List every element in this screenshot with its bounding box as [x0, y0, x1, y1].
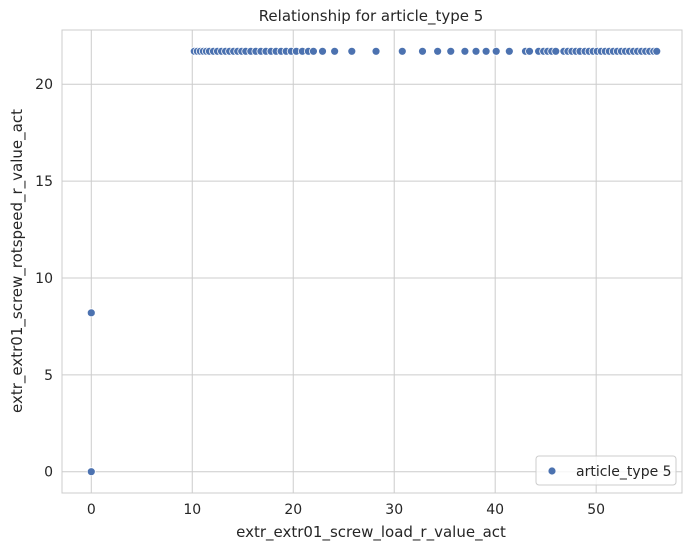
data-point	[86, 308, 96, 318]
grid-lines	[62, 30, 682, 493]
data-point	[446, 46, 456, 56]
chart-title: Relationship for article_type 5	[259, 7, 484, 26]
data-point	[525, 46, 534, 56]
data-point	[371, 46, 381, 56]
data-point	[86, 467, 96, 477]
plot-area	[61, 29, 683, 494]
legend-box	[535, 455, 677, 486]
x-tick-label: 20	[284, 502, 302, 518]
x-axis-label: extr_extr01_screw_load_r_value_act	[236, 523, 506, 542]
x-tick-label: 30	[385, 502, 403, 518]
data-point	[491, 46, 501, 56]
data-point	[652, 46, 662, 56]
legend: article_type 5	[535, 455, 677, 486]
y-tick-label: 20	[35, 77, 53, 93]
x-tick-label: 40	[486, 502, 504, 518]
data-point	[551, 46, 561, 56]
data-point	[318, 46, 327, 56]
x-tick-labels: 0 10 20 30 40 50	[87, 502, 605, 518]
y-tick-labels: 0 5 10 15 20	[35, 77, 53, 480]
legend-label: article_type 5	[576, 464, 672, 480]
y-axis-label: extr_extr01_screw_rotspeed_r_value_act	[8, 109, 27, 413]
data-point	[418, 46, 427, 56]
data-point	[330, 46, 340, 56]
data-point	[397, 46, 407, 56]
data-points	[86, 46, 662, 477]
y-tick-label: 5	[44, 368, 53, 384]
y-tick-label: 10	[35, 271, 53, 287]
y-tick-label: 0	[44, 465, 53, 481]
data-point	[504, 46, 514, 56]
data-point	[481, 46, 491, 56]
x-tick-label: 10	[183, 502, 201, 518]
data-point	[347, 46, 357, 56]
data-point	[309, 46, 318, 56]
legend-marker	[547, 466, 557, 476]
x-tick-label: 0	[87, 502, 96, 518]
data-point	[433, 46, 443, 56]
x-tick-label: 50	[587, 502, 605, 518]
data-point	[460, 46, 470, 56]
y-tick-label: 15	[35, 174, 53, 190]
data-point	[471, 46, 481, 56]
